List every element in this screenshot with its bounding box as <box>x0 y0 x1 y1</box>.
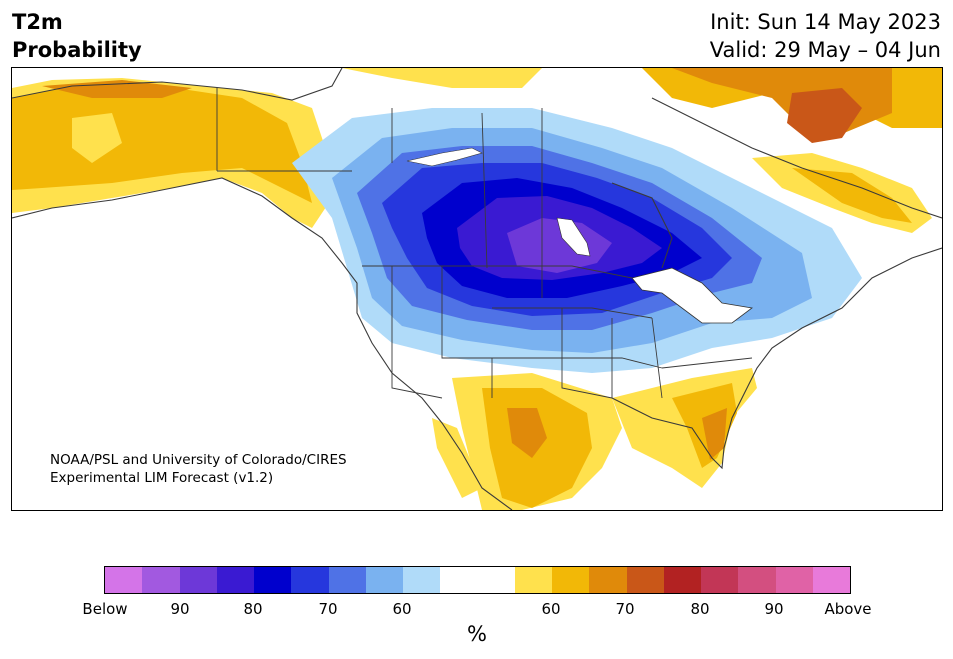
valid-period: Valid: 29 May – 04 Jun <box>709 38 941 62</box>
colorbar-unit: % <box>467 622 487 646</box>
colorbar-tick-label: 80 <box>243 600 263 618</box>
colorbar-tick-label: 60 <box>541 600 561 618</box>
colorbar-segment <box>514 567 552 593</box>
title-subtitle: Probability <box>12 38 142 62</box>
credit-text: NOAA/PSL and University of Colorado/CIRE… <box>50 451 347 487</box>
colorbar-segment <box>626 567 664 593</box>
lake-winnipeg <box>556 217 591 257</box>
warm-region-alaska-inner <box>72 113 122 163</box>
colorbar-segment <box>775 567 813 593</box>
colorbar-tick-label: 80 <box>690 600 710 618</box>
colorbar-segment <box>254 567 292 593</box>
colorbar-tick-label: Below <box>82 600 128 618</box>
great-lakes <box>631 267 753 324</box>
map-svg <box>12 68 942 510</box>
colorbar-tick-label: 70 <box>615 600 635 618</box>
colorbar-segment <box>291 567 329 593</box>
title-variable: T2m <box>12 10 63 34</box>
chart-title: T2m Probability <box>12 8 142 64</box>
colorbar-tick-label: 90 <box>764 600 784 618</box>
colorbar-segment <box>552 567 590 593</box>
colorbar-segment <box>440 567 478 593</box>
warm-region-arctic <box>342 68 542 88</box>
colorbar-segment <box>216 567 254 593</box>
colorbar-segment <box>701 567 739 593</box>
init-date: Init: Sun 14 May 2023 <box>710 10 941 34</box>
great-slave-lake <box>406 147 483 167</box>
boundary-lines <box>216 88 753 399</box>
map-panel: NOAA/PSL and University of Colorado/CIRE… <box>11 67 943 511</box>
colorbar-segment <box>142 567 180 593</box>
colorbar-segment <box>477 567 515 593</box>
warm-region-greenland-peak <box>787 88 862 143</box>
colorbar-tick-label: 60 <box>392 600 412 618</box>
colorbar-segment <box>589 567 627 593</box>
warm-region-southeast <box>612 368 757 488</box>
colorbar <box>104 566 851 594</box>
colorbar-segment <box>403 567 441 593</box>
colorbar-segment <box>105 567 143 593</box>
credit-line-1: NOAA/PSL and University of Colorado/CIRE… <box>50 452 347 468</box>
warm-region-alaska-peak <box>42 80 192 98</box>
coastlines <box>12 68 942 510</box>
colorbar-tick-label: 70 <box>318 600 338 618</box>
colorbar-segment <box>365 567 403 593</box>
warm-region-labrador-core <box>792 168 912 223</box>
colorbar-segment <box>328 567 366 593</box>
colorbar-segment <box>663 567 701 593</box>
forecast-dates: Init: Sun 14 May 2023 Valid: 29 May – 04… <box>710 8 941 64</box>
colorbar-segment <box>812 567 850 593</box>
warm-region-southwest-peak <box>507 408 547 458</box>
warm-region-baja <box>432 418 482 498</box>
colorbar-segment <box>179 567 217 593</box>
colorbar-tick-label: Above <box>824 600 872 618</box>
colorbar-segment <box>738 567 776 593</box>
credit-line-2: Experimental LIM Forecast (v1.2) <box>50 470 274 486</box>
warm-region-florida-peak <box>702 408 727 460</box>
cold-region-95 <box>507 218 612 273</box>
warm-region-alaska-core <box>12 86 312 203</box>
colorbar-tick-label: 90 <box>170 600 190 618</box>
